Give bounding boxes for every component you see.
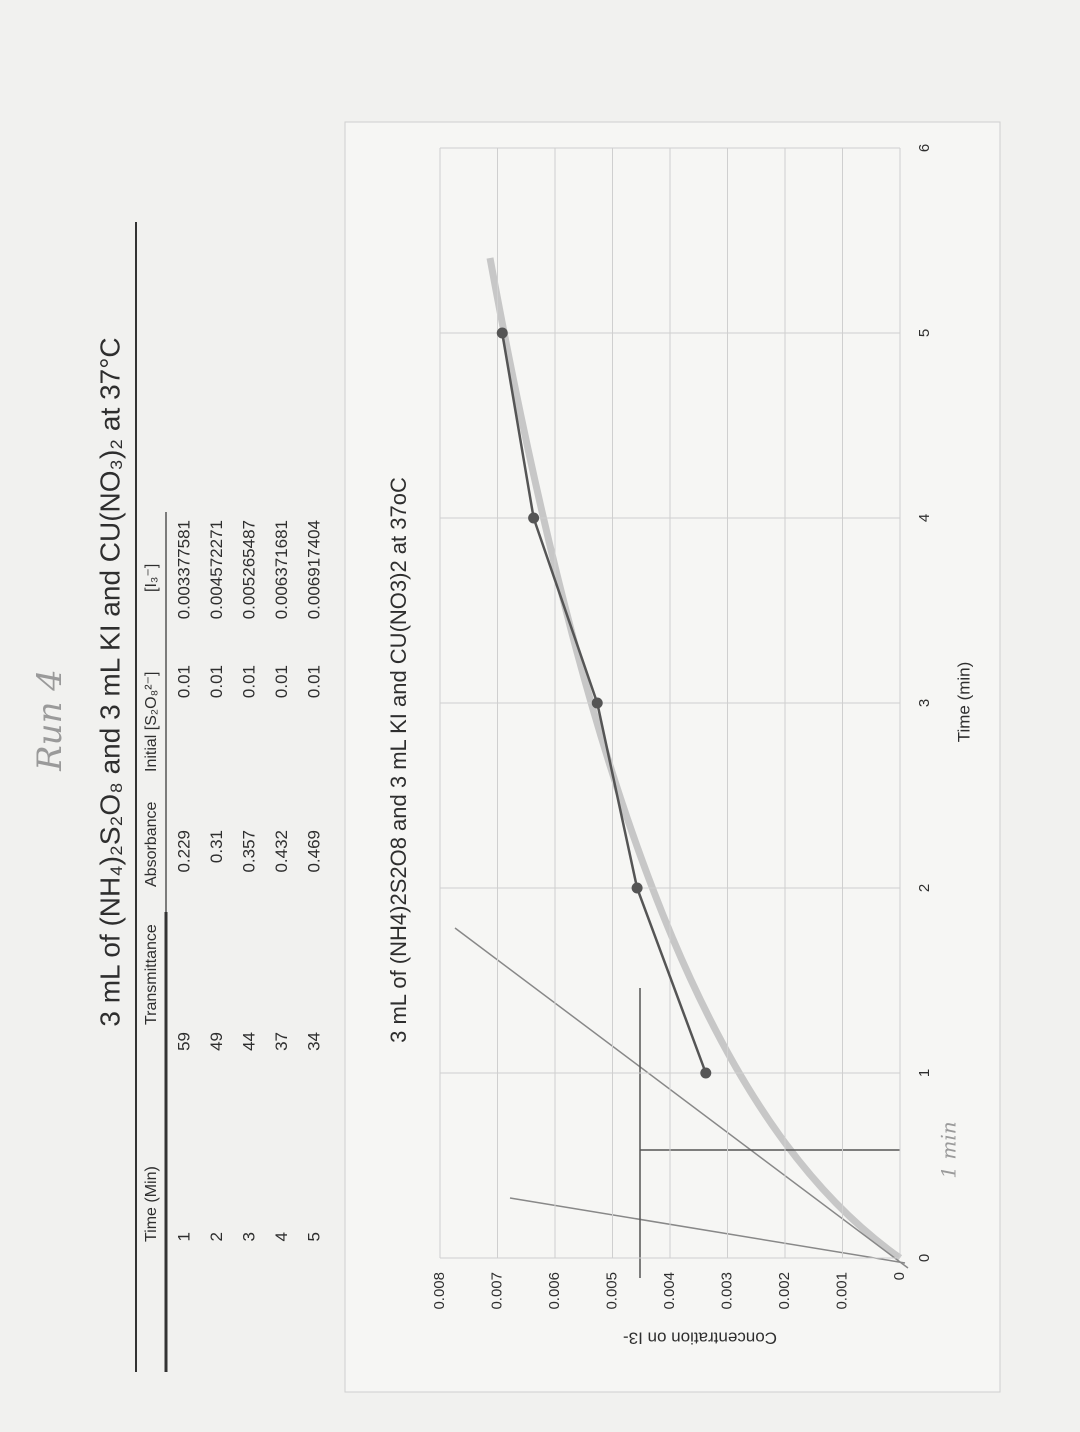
table-cell: 0.006371681	[272, 520, 291, 619]
table-cell: 0.31	[207, 830, 226, 863]
table-cell: 0.357	[239, 830, 258, 873]
table-cell: 0.469	[304, 830, 323, 873]
table-header: Initial [S₂O₈²⁻]	[143, 672, 160, 772]
table-cell: 49	[207, 1032, 226, 1051]
table-cell: 44	[239, 1032, 258, 1051]
data-point	[700, 1067, 712, 1079]
table-cell: 0.01	[174, 665, 193, 698]
table-cell: 5	[304, 1232, 323, 1241]
page-title: 3 mL of (NH₄)₂S₂O₈ and 3 mL KI and CU(NO…	[94, 337, 125, 1026]
x-tick-label: 4	[916, 514, 933, 522]
y-tick-label: 0.005	[603, 1272, 620, 1310]
table-cell: 0.01	[207, 665, 226, 698]
data-point	[631, 882, 643, 894]
handwritten-note: 1 min	[937, 1121, 961, 1178]
y-tick-label: 0.003	[718, 1272, 735, 1310]
y-tick-label: 0.006	[546, 1272, 563, 1310]
table-cell: 0.003377581	[174, 520, 193, 619]
data-point	[591, 697, 603, 709]
pencil-marks	[454, 257, 909, 1278]
table-header: [I₃⁻]	[143, 564, 160, 592]
y-tick-label: 0.001	[833, 1272, 850, 1310]
table-cell: 0.006917404	[304, 520, 323, 619]
table-cell: 37	[272, 1032, 291, 1051]
y-tick-label: 0.004	[661, 1272, 678, 1310]
table-cell: 0.01	[239, 665, 258, 698]
pencil-tangent	[454, 927, 909, 1269]
chart-frame	[344, 121, 1001, 1393]
y-tick-label: 0.008	[431, 1272, 448, 1310]
table-header: Absorbance	[143, 802, 160, 887]
table-cell: 0.432	[272, 830, 291, 873]
y-tick-label: 0.007	[488, 1272, 505, 1310]
x-tick-label: 1	[916, 1069, 933, 1077]
table-cell: 0.01	[304, 665, 323, 698]
table-cell: 1	[174, 1232, 193, 1241]
x-tick-label: 6	[916, 144, 933, 152]
table-cell: 34	[304, 1032, 323, 1051]
pencil-curve	[486, 257, 903, 1261]
table-cell: 0.229	[174, 830, 193, 873]
data-point	[528, 512, 540, 524]
x-tick-label: 0	[916, 1254, 933, 1262]
handwritten-note: Run 4	[30, 669, 70, 772]
table-cell: 3	[239, 1232, 258, 1241]
y-axis-title: Concentration on I3-	[623, 1329, 777, 1348]
table-cell: 0.005265487	[239, 520, 258, 619]
y-tick-label: 0	[891, 1272, 908, 1280]
x-tick-label: 3	[916, 699, 933, 707]
data-point	[496, 327, 508, 339]
table-cell: 0.01	[272, 665, 291, 698]
table-cell: 4	[272, 1232, 291, 1241]
table-cell: 0.004572271	[207, 520, 226, 619]
chart-title: 3 mL of (NH4)2S2O8 and 3 mL KI and CU(NO…	[386, 477, 411, 1043]
y-tick-label: 0.002	[776, 1272, 793, 1310]
table-header: Time (Min)	[143, 1166, 160, 1242]
pencil-tangent	[509, 1197, 906, 1264]
table-cell: 2	[207, 1232, 226, 1241]
x-tick-label: 2	[916, 884, 933, 892]
table-cell: 59	[174, 1032, 193, 1051]
table-header: Transmittance	[143, 924, 160, 1025]
x-tick-label: 5	[916, 329, 933, 337]
x-axis-title: Time (min)	[954, 662, 973, 743]
